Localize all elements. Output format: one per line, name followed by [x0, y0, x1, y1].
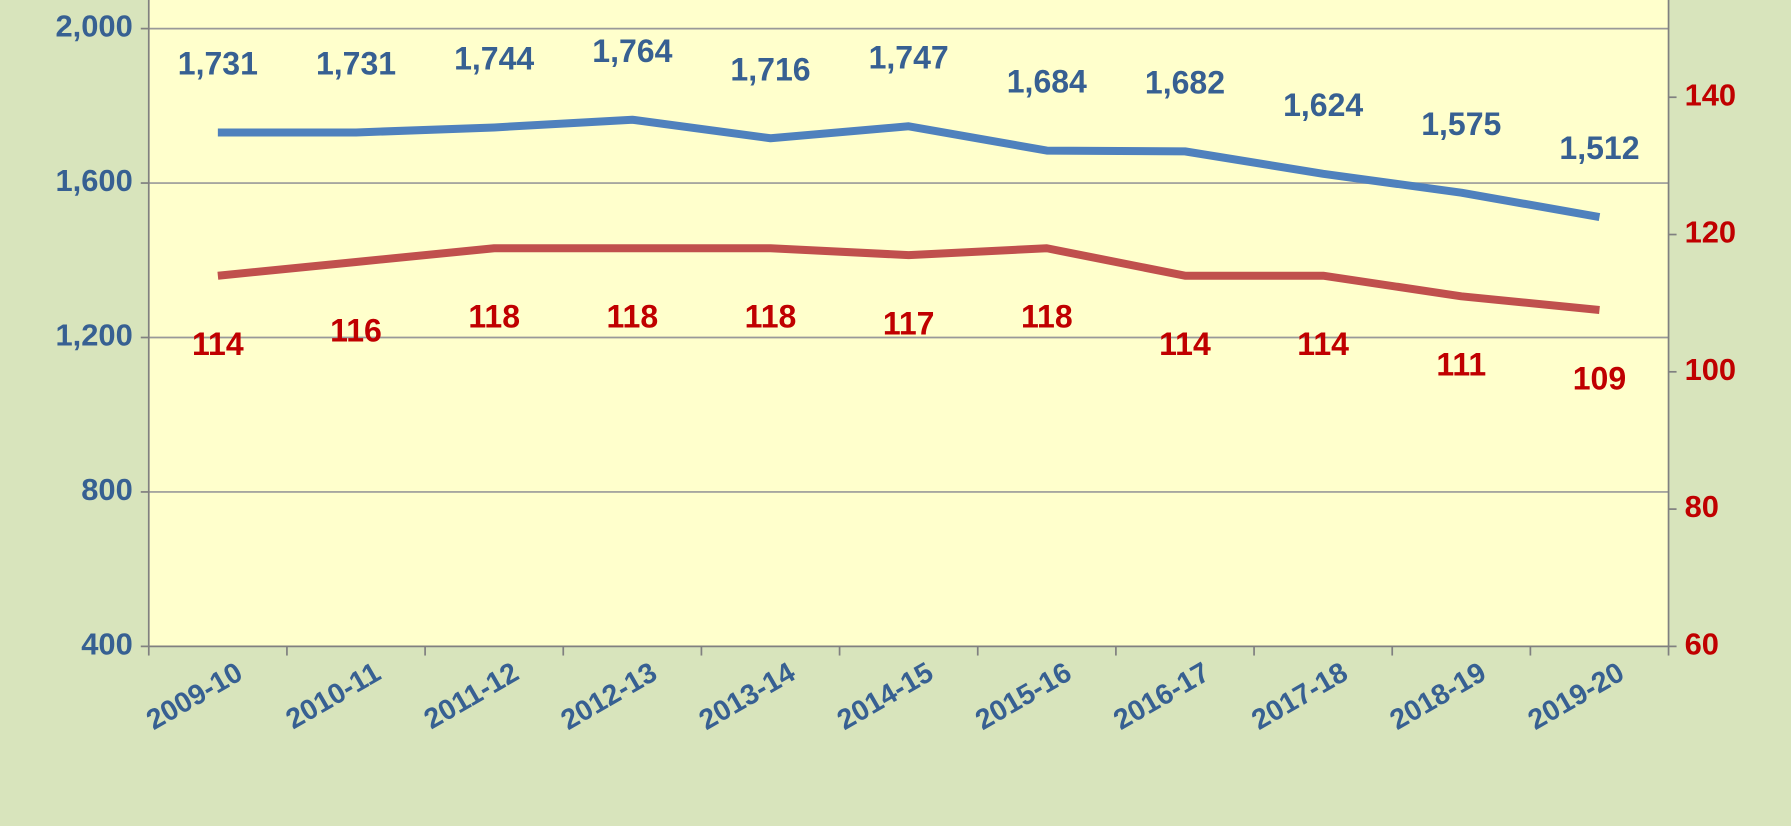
data-label: 1,684	[1007, 64, 1087, 100]
data-label: 114	[1297, 326, 1349, 362]
data-line	[217, 115, 1601, 221]
y-tick-label: 400	[81, 627, 133, 662]
data-label: 1,624	[1283, 87, 1363, 123]
y2-tick-label: 120	[1685, 215, 1737, 250]
data-label: 1,575	[1421, 106, 1501, 142]
data-label: 1,731	[178, 46, 258, 82]
plot-area	[148, 0, 1669, 647]
data-label: 109	[1573, 360, 1626, 396]
data-label: 1,682	[1145, 65, 1225, 101]
y2-tick-label: 60	[1685, 627, 1719, 662]
data-label: 1,744	[454, 41, 534, 77]
data-label: 116	[330, 312, 382, 348]
data-label: 118	[1021, 299, 1073, 335]
data-label: 1,764	[592, 33, 672, 69]
y-tick-label: 1,600	[55, 163, 132, 198]
data-label: 114	[192, 326, 244, 362]
y-tick-label: 800	[81, 472, 133, 507]
data-label: 1,716	[730, 51, 810, 87]
data-label: 118	[745, 299, 797, 335]
data-label: 118	[468, 299, 520, 335]
y-tick-label: 2,000	[55, 9, 132, 44]
data-label: 1,512	[1559, 130, 1639, 166]
data-label: 1,747	[869, 39, 949, 75]
data-label: 118	[607, 299, 659, 335]
y-tick-label: 1,200	[55, 318, 132, 353]
data-label: 117	[883, 306, 935, 342]
data-label: 111	[1436, 347, 1486, 383]
y2-tick-label: 100	[1685, 352, 1737, 387]
data-line	[217, 244, 1600, 315]
y2-tick-label: 140	[1685, 77, 1737, 112]
data-label: 114	[1159, 326, 1211, 362]
y2-tick-label: 80	[1685, 489, 1719, 524]
data-label: 1,731	[316, 46, 396, 82]
